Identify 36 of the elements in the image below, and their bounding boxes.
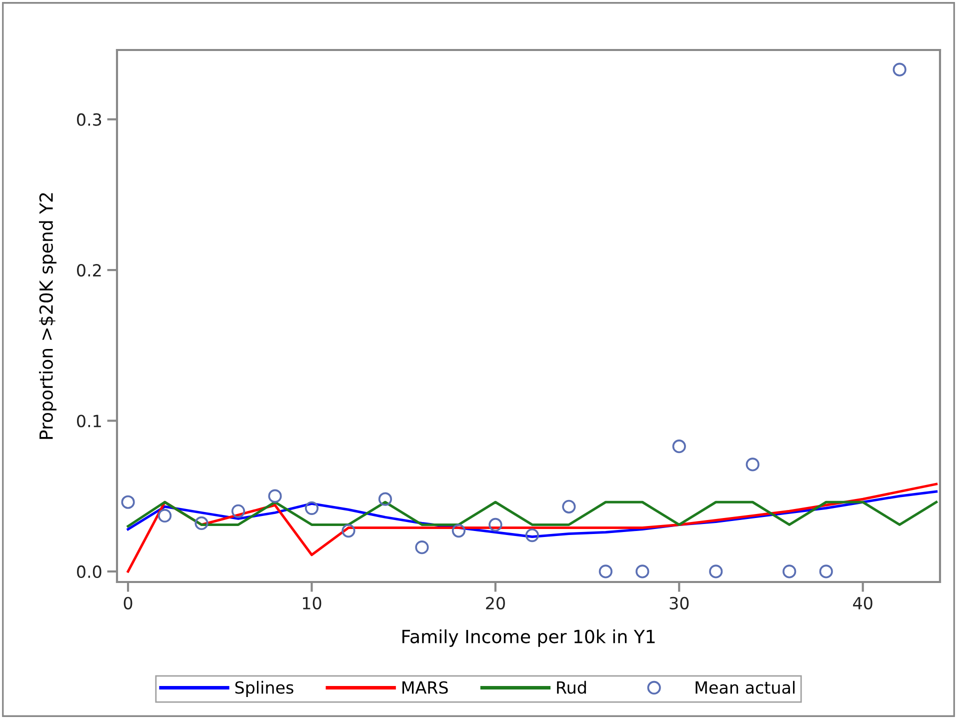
point [121, 495, 135, 509]
y-axis-title: Proportion >$20K spend Y2 [38, 193, 56, 439]
point [892, 62, 906, 76]
y-tick-label: 0.3 [77, 113, 102, 126]
y-tick-label: 0.0 [77, 565, 102, 578]
legend-label: MARS [402, 681, 448, 694]
point [452, 524, 466, 538]
point [304, 501, 319, 515]
legend-label: Mean actual [696, 680, 795, 694]
point [819, 564, 833, 578]
point [378, 492, 392, 506]
y-tick-label: 0.2 [77, 264, 101, 277]
x-tick-label: 40 [853, 596, 872, 610]
x-axis-title: Family Income per 10k in Y1 [402, 629, 655, 647]
point [268, 489, 282, 503]
point [342, 524, 356, 538]
y-tick-label: 0.1 [77, 414, 101, 428]
point [415, 540, 429, 554]
point [562, 500, 576, 514]
point [709, 564, 723, 578]
point [782, 564, 796, 578]
x-tick-label: 20 [486, 596, 505, 610]
point [194, 516, 208, 530]
x-tick-label: 10 [302, 596, 322, 610]
point [636, 564, 650, 578]
point [231, 504, 246, 518]
point [746, 458, 760, 472]
legend-label: Rud [557, 680, 586, 694]
x-tick-label: 0 [124, 596, 132, 610]
point [598, 564, 612, 578]
point [525, 528, 539, 542]
point [158, 508, 172, 522]
x-tick-label: 30 [670, 596, 689, 610]
legend-label: Splines [235, 680, 294, 698]
point [672, 440, 686, 454]
point [488, 518, 502, 532]
